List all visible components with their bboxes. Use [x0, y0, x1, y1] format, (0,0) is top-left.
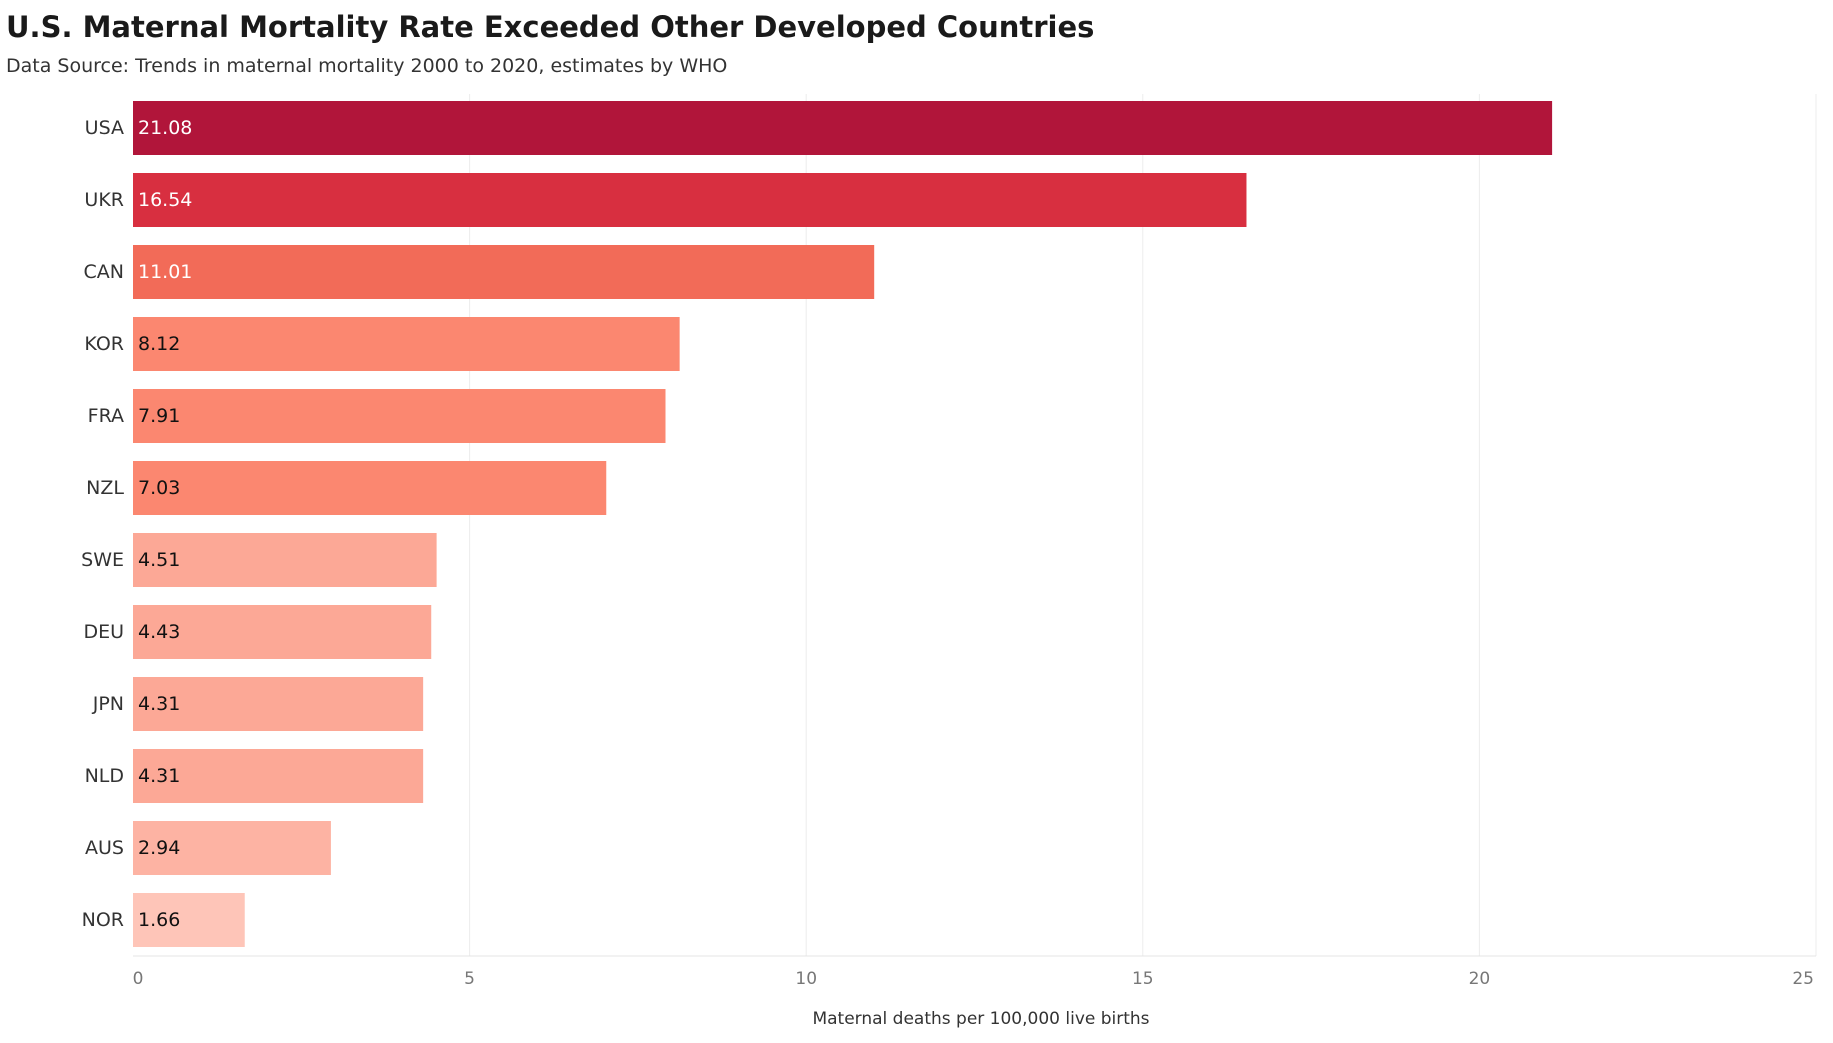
value-label: 7.91 [138, 405, 180, 427]
category-label: CAN [84, 261, 124, 283]
x-tick-label: 5 [464, 969, 475, 989]
x-tick-label: 25 [1792, 969, 1814, 989]
value-labels: 21.08 16.54 11.01 8.12 7.91 7.03 4.51 4.43 4.31 4… [138, 117, 192, 931]
bar-fra[interactable] [133, 389, 666, 443]
bar-swe[interactable] [133, 533, 437, 587]
value-label: 1.66 [138, 909, 180, 931]
category-label: USA [85, 117, 124, 139]
chart-subtitle: Data Source: Trends in maternal mortalit… [6, 55, 728, 77]
x-axis-ticks: 0 5 10 15 20 25 [133, 969, 1814, 989]
value-label: 21.08 [138, 117, 192, 139]
value-label: 8.12 [138, 333, 180, 355]
category-label: AUS [85, 837, 124, 859]
value-label: 16.54 [138, 189, 192, 211]
value-label: 4.31 [138, 765, 180, 787]
x-tick-label: 10 [795, 969, 817, 989]
bars [133, 101, 1553, 947]
gridlines [133, 94, 1817, 957]
chart-title: U.S. Maternal Mortality Rate Exceeded Ot… [6, 10, 1095, 44]
category-label: JPN [92, 693, 124, 715]
value-label: 11.01 [138, 261, 192, 283]
category-label: DEU [83, 621, 124, 643]
bar-nzl[interactable] [133, 461, 607, 515]
value-label: 7.03 [138, 477, 180, 499]
x-tick-label: 0 [133, 969, 144, 989]
category-label: FRA [88, 405, 124, 427]
bar-ukr[interactable] [133, 173, 1247, 227]
value-label: 2.94 [138, 837, 180, 859]
category-label: NLD [85, 765, 124, 787]
x-axis-title: Maternal deaths per 100,000 live births [812, 1009, 1149, 1029]
value-label: 4.31 [138, 693, 180, 715]
bar-kor[interactable] [133, 317, 680, 371]
category-label: NOR [82, 909, 124, 931]
bar-nld[interactable] [133, 749, 424, 803]
bar-aus[interactable] [133, 821, 331, 875]
bar-can[interactable] [133, 245, 875, 299]
bar-usa[interactable] [133, 101, 1553, 155]
category-label: NZL [86, 477, 124, 499]
bar-jpn[interactable] [133, 677, 424, 731]
x-tick-label: 20 [1469, 969, 1491, 989]
category-labels: USA UKR CAN KOR FRA NZL SWE DEU JPN NLD AUS NOR [81, 117, 124, 931]
bar-nor[interactable] [133, 893, 245, 947]
category-label: KOR [84, 333, 124, 355]
value-label: 4.43 [138, 621, 180, 643]
value-label: 4.51 [138, 549, 180, 571]
bar-deu[interactable] [133, 605, 432, 659]
category-label: UKR [84, 189, 124, 211]
category-label: SWE [81, 549, 124, 571]
x-tick-label: 15 [1132, 969, 1154, 989]
